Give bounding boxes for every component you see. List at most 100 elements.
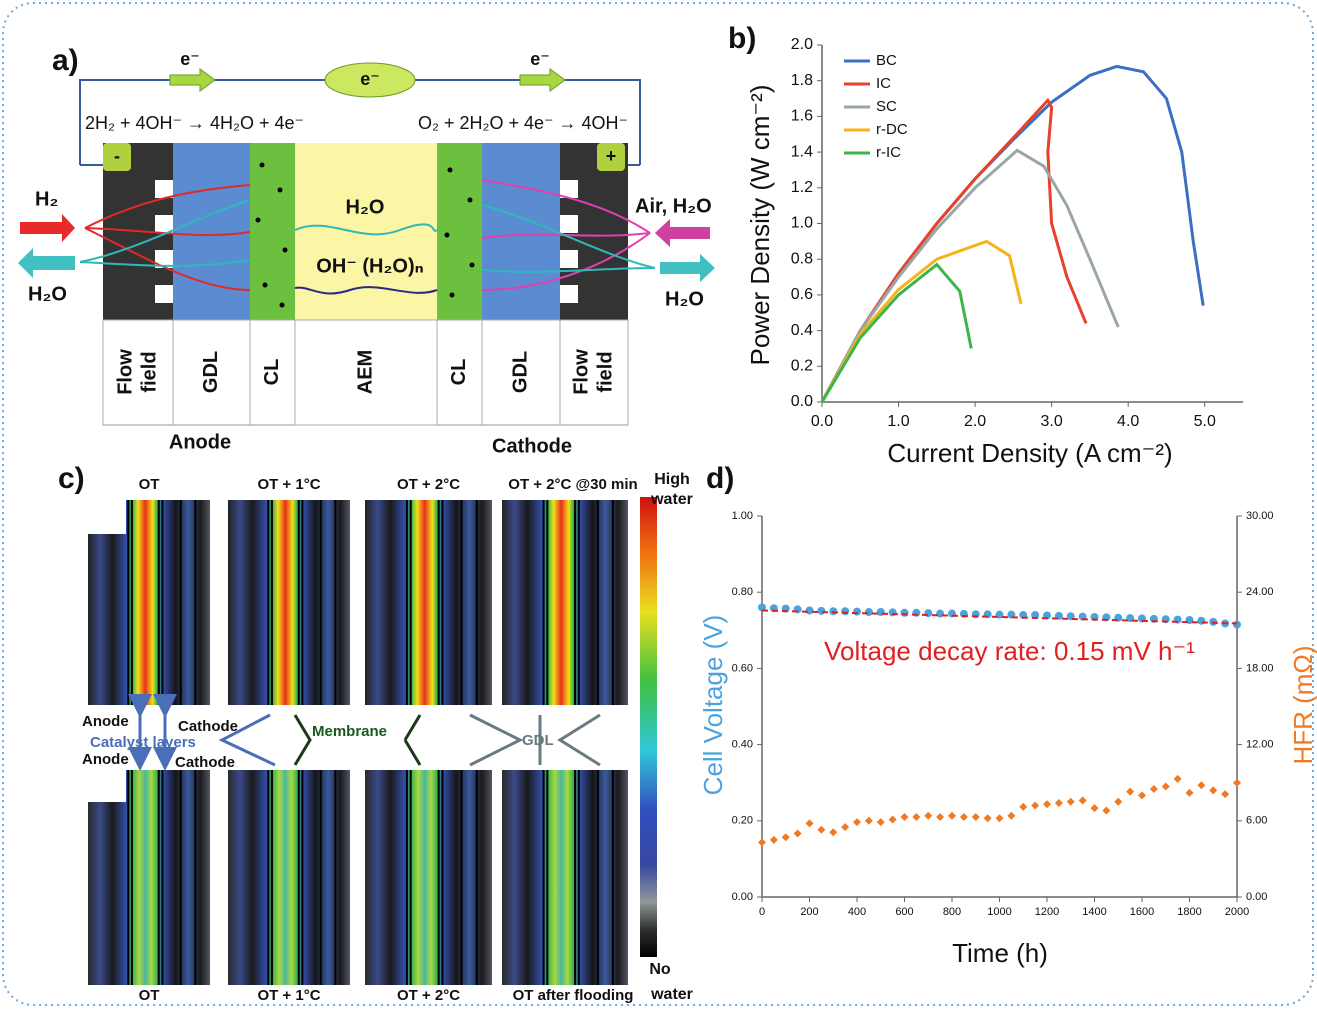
- data-line: [820, 64, 1205, 403]
- data-point: [817, 825, 826, 834]
- image-notch: [86, 768, 126, 802]
- data-point: [829, 828, 838, 837]
- y-tick-label: 2.0: [791, 36, 813, 53]
- data-point: [1102, 806, 1111, 815]
- annotation: Membrane: [312, 723, 387, 740]
- hydroxide-label: OH⁻ (H₂O)ₙ: [316, 255, 423, 277]
- layer-box: [294, 319, 438, 426]
- cl-layer: [437, 143, 482, 320]
- cathode-label: Cathode: [492, 435, 572, 457]
- data-point: [1054, 799, 1063, 808]
- h2o-arrow: [18, 248, 75, 278]
- x-tick-label: 1.0: [887, 413, 909, 430]
- y-tick-label: 0.4: [791, 322, 813, 339]
- data-point: [1019, 802, 1028, 811]
- y-tick-label: 1.6: [791, 108, 813, 125]
- data-point: [1197, 616, 1206, 625]
- y-tick-label: 0.6: [791, 286, 813, 303]
- y-axis-label: Cell Voltage (V): [698, 615, 728, 796]
- terminal-sign: +: [606, 146, 617, 166]
- data-point: [864, 816, 873, 825]
- y-tick-label: 0.60: [732, 662, 753, 674]
- y-tick-label: 1.2: [791, 179, 813, 196]
- electron-label: e⁻: [180, 49, 200, 69]
- x-tick-label: 200: [800, 906, 818, 918]
- data-point: [841, 823, 850, 832]
- h2-arrow: [20, 214, 75, 242]
- trend-line: [761, 609, 1238, 625]
- electron-label: e⁻: [360, 69, 380, 89]
- neutron-image: [228, 500, 350, 705]
- h2o-label: H₂O: [28, 283, 67, 305]
- panel-label: b): [728, 22, 756, 55]
- data-point: [912, 812, 921, 821]
- layer-box: [102, 319, 174, 426]
- colorbar-label: High: [654, 471, 690, 488]
- data-point: [971, 812, 980, 821]
- neutron-image: [365, 770, 492, 985]
- data-point: [948, 811, 956, 820]
- data-point: [1126, 787, 1135, 796]
- gdl-layer: [482, 143, 560, 320]
- data-point: [758, 838, 766, 847]
- data-point: [1185, 788, 1194, 797]
- data-point: [758, 603, 766, 612]
- annotation: Catalyst layers: [90, 734, 196, 751]
- layer-label: field: [594, 351, 616, 392]
- x-tick-label: 1200: [1035, 906, 1059, 918]
- neutron-image: [365, 500, 492, 705]
- legend-label: IC: [876, 75, 891, 92]
- data-point: [1197, 781, 1206, 790]
- neutron-image: [228, 770, 350, 985]
- neutron-image: [502, 500, 628, 705]
- layer-box: [559, 319, 629, 426]
- data-point: [876, 818, 885, 827]
- legend-label: SC: [876, 98, 897, 115]
- data-point: [1233, 620, 1241, 629]
- y2-tick-label: 24.00: [1246, 586, 1274, 598]
- y-tick-label: 0.8: [791, 250, 813, 267]
- data-point: [983, 814, 992, 823]
- data-line: [820, 148, 1120, 403]
- annotation-arrows: [128, 694, 601, 771]
- data-point: [995, 814, 1004, 823]
- image-title: OT after flooding: [513, 987, 634, 1004]
- electron-arrow: [169, 68, 216, 92]
- cathode-reaction: O₂ + 2H₂O + 4e⁻ → 4OH⁻: [418, 113, 628, 133]
- layer-label: Flow: [114, 349, 136, 395]
- neutron-image: [88, 500, 210, 705]
- catalyst-dots: [255, 162, 475, 308]
- x-axis-label: Time (h): [952, 938, 1048, 968]
- data-point: [924, 811, 933, 820]
- data-point: [841, 607, 850, 616]
- gdl-layer: [173, 143, 250, 320]
- colorbar: [640, 497, 657, 957]
- data-point: [1161, 782, 1170, 791]
- layer-label: field: [138, 351, 160, 392]
- anode-reaction: 2H₂ + 4OH⁻ → 4H₂O + 4e⁻: [85, 113, 304, 133]
- data-point: [888, 608, 897, 617]
- data-point: [900, 608, 909, 617]
- data-point: [805, 606, 814, 615]
- data-point: [1173, 774, 1182, 783]
- data-point: [817, 606, 826, 615]
- annotation: Cathode: [175, 754, 235, 771]
- y-tick-label: 0.2: [791, 358, 813, 375]
- colorbar-label: water: [650, 986, 693, 1003]
- x-tick-label: 1000: [987, 906, 1011, 918]
- y2-tick-label: 6.00: [1246, 815, 1267, 827]
- annotation: GDL: [522, 732, 554, 749]
- legend-label: BC: [876, 52, 897, 69]
- layer-label: CL: [448, 359, 470, 386]
- x-axis-label: Current Density (A cm⁻²): [887, 438, 1172, 468]
- x-tick-label: 5.0: [1194, 413, 1216, 430]
- x-tick-label: 2.0: [964, 413, 986, 430]
- x-tick-label: 4.0: [1117, 413, 1139, 430]
- data-point: [1078, 796, 1087, 805]
- charts: b) 0.0 1.0 2.0 3.0 4.0 5.0 0.0 0.2 0.4 0.6 0.8 1.0 1.…: [698, 22, 1317, 968]
- colorbar-label: water: [650, 491, 693, 508]
- y-tick-label: 0.80: [732, 586, 753, 598]
- x-tick-label: 800: [943, 906, 961, 918]
- h2o-arrow: [660, 254, 715, 282]
